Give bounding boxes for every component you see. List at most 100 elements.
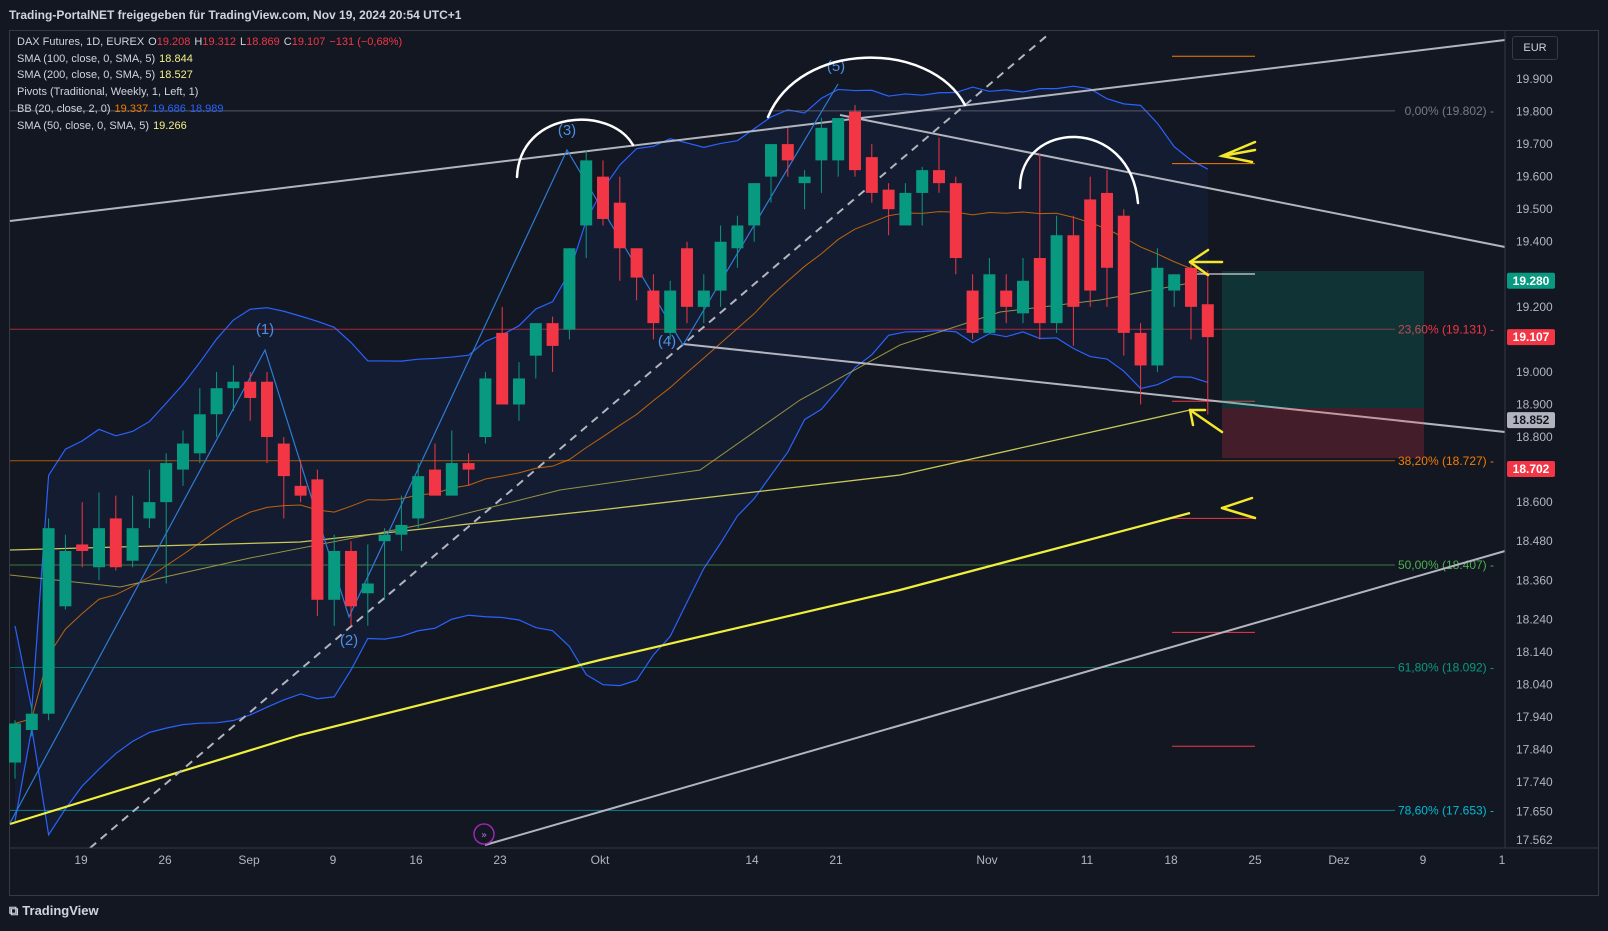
fib-level-label: 23,60% (19.131) - bbox=[1398, 322, 1494, 336]
time-tick-label: 14 bbox=[745, 853, 759, 867]
price-tick-label: 17.562 bbox=[1516, 833, 1553, 847]
candle-body bbox=[261, 381, 273, 438]
candle-body bbox=[765, 144, 777, 177]
price-tick-label: 17.740 bbox=[1516, 775, 1553, 789]
legend-value: C19.107 bbox=[283, 36, 326, 48]
wave-label: (4) bbox=[658, 333, 676, 350]
resistance-line bbox=[839, 114, 1506, 248]
candle-body bbox=[1067, 235, 1080, 307]
time-tick-label: 18 bbox=[1164, 853, 1178, 867]
legend-row[interactable]: SMA (200, close, 0, SMA, 5) 18.527 bbox=[17, 67, 402, 84]
candle-body bbox=[546, 323, 559, 346]
brand-footer[interactable]: ⧉ TradingView bbox=[9, 903, 99, 919]
chart-frame bbox=[9, 30, 1599, 896]
target-zone-box bbox=[1222, 271, 1424, 408]
legend-value: 18.527 bbox=[159, 69, 193, 82]
tradingview-logo-icon: ⧉ bbox=[9, 904, 19, 919]
candle-body bbox=[93, 528, 105, 568]
price-tick-label: 18.600 bbox=[1516, 495, 1553, 509]
candle-body bbox=[479, 378, 492, 438]
upper-channel-line bbox=[9, 39, 1506, 222]
candle-body bbox=[42, 528, 55, 714]
candle-body bbox=[193, 414, 206, 454]
candle-body bbox=[849, 111, 861, 171]
legend-value: −131 (−0,68%) bbox=[329, 36, 403, 48]
candle-body bbox=[983, 274, 996, 333]
candle-body bbox=[513, 378, 525, 405]
bb-upper-line bbox=[14, 85, 1209, 709]
legend-title: Pivots (Traditional, Weekly, 1, Left, 1) bbox=[17, 86, 199, 99]
stop-zone-box bbox=[1222, 408, 1424, 458]
candle-body bbox=[1134, 332, 1147, 366]
legend-row[interactable]: SMA (100, close, 0, SMA, 5) 18.844 bbox=[17, 51, 402, 68]
price-tick-label: 18.240 bbox=[1516, 612, 1553, 626]
candle-body bbox=[109, 518, 122, 568]
legend-row[interactable]: SMA (50, close, 0, SMA, 5) 19.266 bbox=[17, 118, 402, 135]
candle-body bbox=[815, 127, 828, 161]
price-tick-label: 17.940 bbox=[1516, 710, 1553, 724]
fib-level-label: 38,20% (18.727) - bbox=[1398, 454, 1494, 468]
candle-body bbox=[412, 476, 425, 519]
price-tick-label: 19.000 bbox=[1516, 365, 1553, 379]
legend-value: L18.869 bbox=[239, 36, 280, 48]
legend-title: DAX Futures, 1D, EUREX bbox=[17, 36, 145, 48]
fib-level-label: 61,80% (18.092) - bbox=[1398, 660, 1494, 674]
fib-level-label: 78,60% (17.653) - bbox=[1398, 803, 1494, 817]
price-tick-label: 19.700 bbox=[1516, 137, 1553, 151]
currency-label[interactable]: EUR bbox=[1512, 36, 1558, 60]
candle-body bbox=[227, 381, 240, 389]
legend-row[interactable]: DAX Futures, 1D, EUREX O19.208 H19.312 L18.… bbox=[17, 34, 402, 51]
price-tick-label: 19.600 bbox=[1516, 170, 1553, 184]
price-tick-label: 17.840 bbox=[1516, 743, 1553, 757]
time-tick-label: Dez bbox=[1328, 853, 1349, 867]
time-tick-label: Okt bbox=[591, 853, 610, 867]
price-tag-bg bbox=[1507, 460, 1555, 477]
legend-row[interactable]: Pivots (Traditional, Weekly, 1, Left, 1) bbox=[17, 84, 402, 101]
sma-50-line bbox=[9, 282, 1191, 588]
candle-body bbox=[681, 248, 693, 307]
candle-body bbox=[647, 290, 660, 324]
candle-body bbox=[429, 469, 441, 496]
candle-body bbox=[899, 192, 912, 226]
price-tick-label: 19.500 bbox=[1516, 202, 1553, 216]
price-tick-label: 19.200 bbox=[1516, 300, 1553, 314]
price-tick-label: 18.040 bbox=[1516, 677, 1553, 691]
candle-body bbox=[966, 290, 979, 333]
candle-body bbox=[395, 524, 408, 535]
chart-header: Trading-PortalNET freigegeben für Tradin… bbox=[0, 0, 1608, 30]
candle-body bbox=[1185, 267, 1197, 307]
sma-200-line bbox=[9, 511, 1191, 826]
legend-value: O19.208 bbox=[148, 36, 191, 48]
brand-name: TradingView bbox=[22, 903, 99, 918]
candle-body bbox=[597, 176, 609, 219]
candle-body bbox=[378, 534, 391, 542]
candle-body bbox=[9, 723, 21, 763]
legend-value: H19.312 bbox=[194, 36, 236, 48]
sma-100-line bbox=[9, 409, 1191, 551]
time-tick-label: 16 bbox=[409, 853, 423, 867]
legend-value: 18.989 bbox=[189, 102, 224, 115]
candle-body bbox=[126, 528, 139, 561]
time-tick-label: 9 bbox=[1420, 853, 1427, 867]
legend-title: BB (20, close, 2, 0) bbox=[17, 102, 111, 115]
candle-body bbox=[345, 550, 357, 607]
yellow-arrow-icon bbox=[1188, 408, 1224, 434]
candle-body bbox=[613, 202, 626, 249]
candle-body bbox=[294, 485, 307, 496]
time-tick-label: 9 bbox=[330, 853, 337, 867]
candle-body bbox=[25, 713, 38, 730]
time-tick-label: 23 bbox=[493, 853, 507, 867]
candle-body bbox=[933, 170, 945, 184]
candle-body bbox=[748, 183, 761, 226]
legend-row[interactable]: BB (20, close, 2, 0) 19.337 19.686 18.989 bbox=[17, 101, 402, 118]
candle-body bbox=[1117, 215, 1130, 333]
price-tag-bg bbox=[1507, 412, 1555, 429]
event-marker-icon bbox=[473, 823, 495, 845]
candle-body bbox=[697, 290, 710, 307]
price-tick-label: 18.360 bbox=[1516, 573, 1553, 587]
bb-lower-line bbox=[14, 329, 1208, 837]
price-tick-label: 18.140 bbox=[1516, 645, 1553, 659]
candle-body bbox=[731, 225, 744, 249]
yellow-arrow-icon bbox=[1188, 248, 1210, 277]
